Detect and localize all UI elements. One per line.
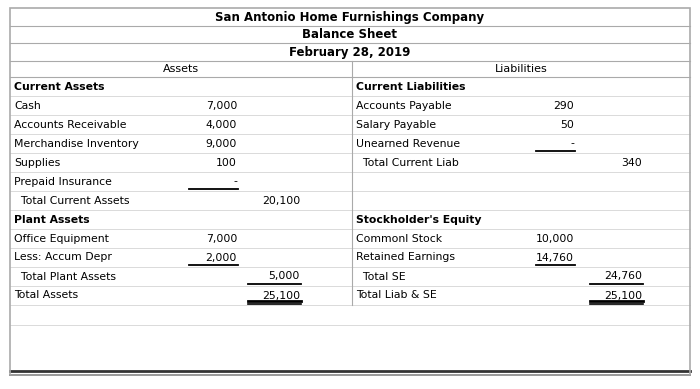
Text: Accounts Receivable: Accounts Receivable xyxy=(14,119,127,130)
Text: Plant Assets: Plant Assets xyxy=(14,214,90,224)
Text: 20,100: 20,100 xyxy=(262,196,300,205)
Text: Liabilities: Liabilities xyxy=(495,64,547,74)
Text: Less: Accum Depr: Less: Accum Depr xyxy=(14,252,112,263)
Text: 9,000: 9,000 xyxy=(206,138,237,149)
Text: 50: 50 xyxy=(560,119,574,130)
Text: 7,000: 7,000 xyxy=(206,233,237,244)
Text: Cash: Cash xyxy=(14,100,41,110)
Text: 5,000: 5,000 xyxy=(269,272,300,282)
Text: Accounts Payable: Accounts Payable xyxy=(356,100,452,110)
Text: 25,100: 25,100 xyxy=(604,291,642,300)
Text: Total Assets: Total Assets xyxy=(14,291,78,300)
Text: February 28, 2019: February 28, 2019 xyxy=(289,46,411,58)
Text: Stockholder's Equity: Stockholder's Equity xyxy=(356,214,482,224)
Text: 290: 290 xyxy=(553,100,574,110)
Text: -: - xyxy=(570,138,574,149)
Text: 10,000: 10,000 xyxy=(536,233,574,244)
Text: 340: 340 xyxy=(622,158,642,168)
Text: Total Current Liab: Total Current Liab xyxy=(356,158,459,168)
Text: Unearned Revenue: Unearned Revenue xyxy=(356,138,460,149)
Text: San Antonio Home Furnishings Company: San Antonio Home Furnishings Company xyxy=(216,11,484,23)
Text: Total Liab & SE: Total Liab & SE xyxy=(356,291,437,300)
Text: Current Assets: Current Assets xyxy=(14,82,104,91)
Text: 14,760: 14,760 xyxy=(536,252,574,263)
Text: 24,760: 24,760 xyxy=(604,272,642,282)
Text: Office Equipment: Office Equipment xyxy=(14,233,109,244)
Text: Total SE: Total SE xyxy=(356,272,405,282)
Text: 2,000: 2,000 xyxy=(206,252,237,263)
Text: Commonl Stock: Commonl Stock xyxy=(356,233,442,244)
Text: 4,000: 4,000 xyxy=(206,119,237,130)
Text: 7,000: 7,000 xyxy=(206,100,237,110)
Text: 100: 100 xyxy=(216,158,237,168)
Text: Salary Payable: Salary Payable xyxy=(356,119,436,130)
Text: Total Plant Assets: Total Plant Assets xyxy=(14,272,116,282)
Text: Current Liabilities: Current Liabilities xyxy=(356,82,466,91)
Text: 25,100: 25,100 xyxy=(262,291,300,300)
Text: Supplies: Supplies xyxy=(14,158,60,168)
Text: Merchandise Inventory: Merchandise Inventory xyxy=(14,138,139,149)
Text: Prepaid Insurance: Prepaid Insurance xyxy=(14,177,112,186)
Text: -: - xyxy=(233,177,237,186)
Text: Balance Sheet: Balance Sheet xyxy=(302,28,398,41)
Text: Total Current Assets: Total Current Assets xyxy=(14,196,130,205)
Text: Assets: Assets xyxy=(163,64,199,74)
Text: Retained Earnings: Retained Earnings xyxy=(356,252,455,263)
